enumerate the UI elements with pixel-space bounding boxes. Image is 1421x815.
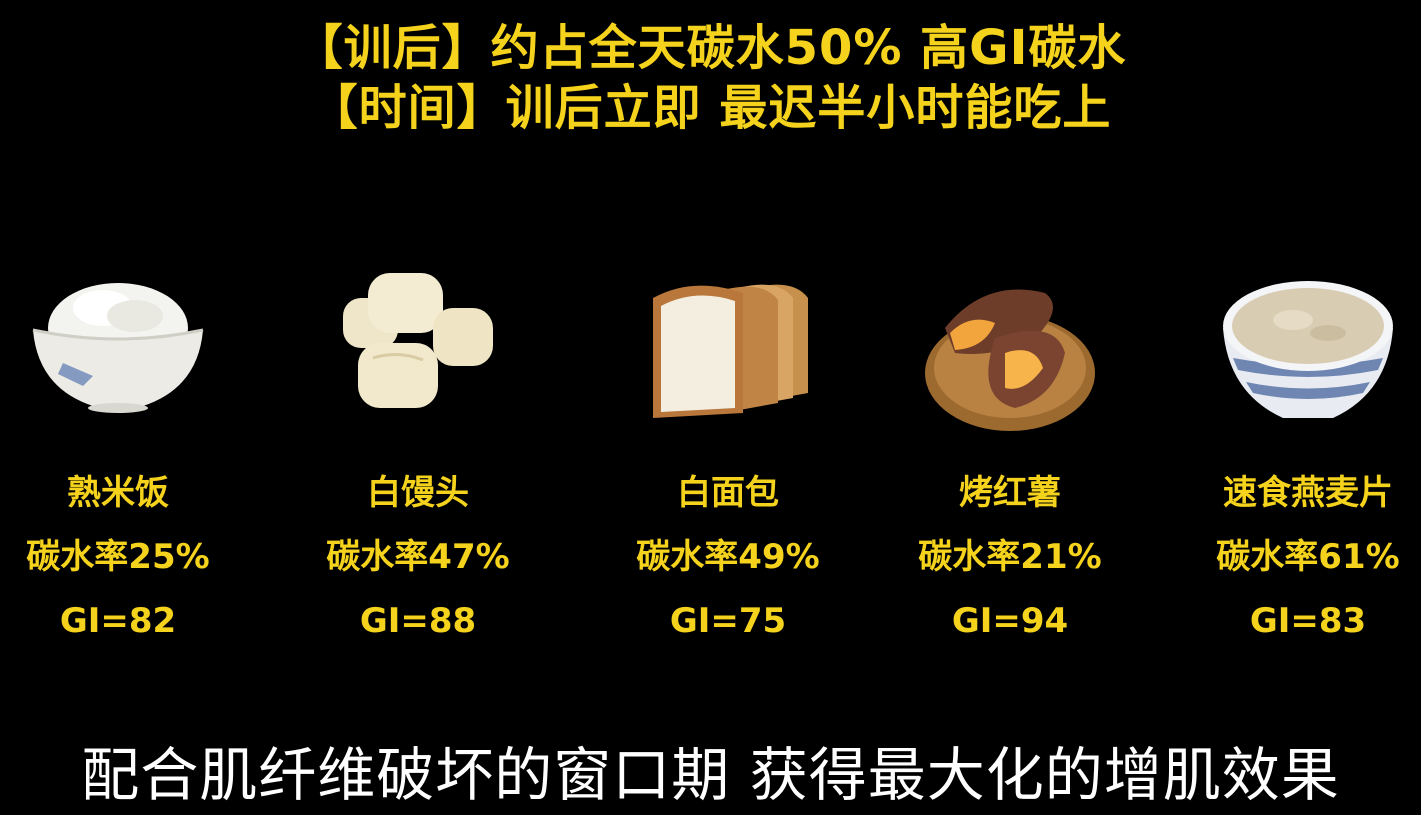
header-line-timing: 【时间】训后立即 最迟半小时能吃上	[309, 80, 1112, 136]
header-line-post-training: 【训后】约占全天碳水50% 高GI碳水	[294, 20, 1127, 76]
gi-value: GI=83	[1249, 601, 1367, 641]
food-name: 白馒头	[367, 473, 469, 513]
subtitle-caption: 配合肌纤维破坏的窗口期 获得最大化的增肌效果	[81, 741, 1340, 809]
food-item-white-bread: 白面包 碳水率49% GI=75	[618, 268, 838, 641]
food-item-rice: 熟米饭 碳水率25% GI=82	[8, 268, 228, 641]
food-item-roasted-sweet-potato: 烤红薯 碳水率21% GI=94	[900, 268, 1120, 641]
food-item-steamed-bun: 白馒头 碳水率47% GI=88	[308, 268, 528, 641]
food-name: 熟米饭	[67, 473, 169, 513]
white-bread-icon	[618, 268, 838, 438]
gi-value: GI=75	[669, 601, 787, 641]
gi-value: GI=94	[951, 601, 1069, 641]
carb-rate: 碳水率61%	[1216, 537, 1400, 577]
food-name: 烤红薯	[959, 473, 1061, 513]
roasted-sweet-potato-icon	[900, 268, 1120, 438]
carb-rate: 碳水率21%	[918, 537, 1102, 577]
food-item-instant-oatmeal: 速食燕麦片 碳水率61% GI=83	[1198, 268, 1418, 641]
gi-value: GI=82	[59, 601, 177, 641]
instant-oatmeal-icon	[1198, 268, 1418, 438]
food-name: 速食燕麦片	[1223, 473, 1393, 513]
gi-value: GI=88	[359, 601, 477, 641]
food-name: 白面包	[677, 473, 779, 513]
carb-rate: 碳水率49%	[636, 537, 820, 577]
carb-rate: 碳水率47%	[326, 537, 510, 577]
header: 【训后】约占全天碳水50% 高GI碳水 【时间】训后立即 最迟半小时能吃上	[0, 18, 1421, 138]
carb-rate: 碳水率25%	[26, 537, 210, 577]
rice-bowl-icon	[8, 268, 228, 438]
steamed-buns-icon	[308, 268, 528, 438]
food-list: 熟米饭 碳水率25% GI=82 白馒头 碳水率47% GI=88	[0, 268, 1421, 668]
